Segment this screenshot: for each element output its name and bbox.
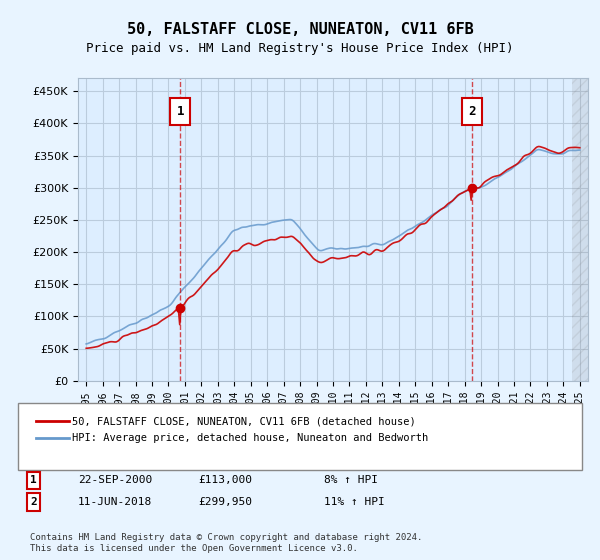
Text: Contains HM Land Registry data © Crown copyright and database right 2024.
This d: Contains HM Land Registry data © Crown c… — [30, 533, 422, 553]
FancyBboxPatch shape — [462, 98, 482, 125]
Text: 8% ↑ HPI: 8% ↑ HPI — [324, 475, 378, 486]
Text: 1: 1 — [30, 475, 37, 486]
Text: HPI: Average price, detached house, Nuneaton and Bedworth: HPI: Average price, detached house, Nune… — [72, 433, 428, 444]
FancyBboxPatch shape — [170, 98, 190, 125]
Text: 2: 2 — [30, 497, 37, 507]
Text: Price paid vs. HM Land Registry's House Price Index (HPI): Price paid vs. HM Land Registry's House … — [86, 42, 514, 55]
Text: £299,950: £299,950 — [198, 497, 252, 507]
Text: 2: 2 — [468, 105, 476, 118]
Text: £113,000: £113,000 — [198, 475, 252, 486]
Text: 22-SEP-2000: 22-SEP-2000 — [78, 475, 152, 486]
Text: 50, FALSTAFF CLOSE, NUNEATON, CV11 6FB: 50, FALSTAFF CLOSE, NUNEATON, CV11 6FB — [127, 22, 473, 38]
Text: 50, FALSTAFF CLOSE, NUNEATON, CV11 6FB (detached house): 50, FALSTAFF CLOSE, NUNEATON, CV11 6FB (… — [72, 416, 416, 426]
Text: 1: 1 — [176, 105, 184, 118]
Bar — [572, 78, 588, 381]
Text: 11-JUN-2018: 11-JUN-2018 — [78, 497, 152, 507]
Text: 11% ↑ HPI: 11% ↑ HPI — [324, 497, 385, 507]
